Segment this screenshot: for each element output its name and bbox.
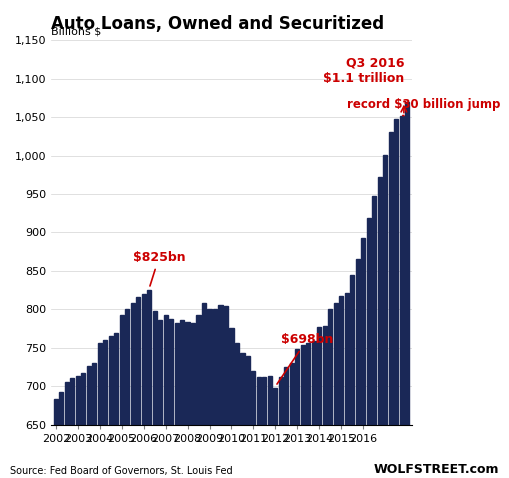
Bar	[76, 376, 80, 478]
Text: Billions $: Billions $	[51, 26, 102, 36]
Bar	[213, 309, 217, 478]
Bar	[268, 376, 272, 478]
Bar	[251, 371, 256, 478]
Bar	[312, 341, 316, 478]
Bar	[356, 259, 360, 478]
Bar	[306, 343, 310, 478]
Bar	[65, 382, 69, 478]
Text: $825bn: $825bn	[133, 251, 185, 286]
Text: $698bn: $698bn	[277, 333, 333, 384]
Bar	[295, 349, 299, 478]
Bar	[383, 155, 387, 478]
Bar	[103, 340, 107, 478]
Bar	[120, 315, 124, 478]
Bar	[262, 377, 267, 478]
Bar	[246, 357, 250, 478]
Text: WOLFSTREET.com: WOLFSTREET.com	[373, 463, 499, 476]
Text: Source: Fed Board of Governors, St. Louis Fed: Source: Fed Board of Governors, St. Loui…	[10, 466, 233, 476]
Bar	[361, 238, 365, 478]
Bar	[394, 119, 398, 478]
Bar	[114, 333, 118, 478]
Bar	[235, 343, 239, 478]
Bar	[240, 353, 244, 478]
Bar	[180, 320, 184, 478]
Bar	[378, 177, 382, 478]
Bar	[400, 116, 404, 478]
Bar	[142, 294, 146, 478]
Bar	[389, 132, 393, 478]
Bar	[366, 218, 371, 478]
Bar	[92, 363, 96, 478]
Bar	[224, 305, 228, 478]
Bar	[405, 102, 409, 478]
Bar	[317, 327, 321, 478]
Bar	[53, 400, 58, 478]
Bar	[70, 378, 74, 478]
Bar	[350, 275, 354, 478]
Bar	[372, 196, 376, 478]
Bar	[202, 303, 206, 478]
Bar	[175, 323, 179, 478]
Bar	[196, 315, 201, 478]
Bar	[191, 323, 195, 478]
Bar	[81, 372, 86, 478]
Bar	[345, 293, 349, 478]
Bar	[153, 311, 157, 478]
Bar	[59, 392, 63, 478]
Bar	[301, 345, 305, 478]
Bar	[185, 322, 189, 478]
Bar	[334, 303, 338, 478]
Bar	[108, 336, 112, 478]
Bar	[218, 305, 222, 478]
Bar	[131, 303, 135, 478]
Bar	[158, 320, 162, 478]
Bar	[339, 295, 344, 478]
Bar	[147, 290, 151, 478]
Bar	[279, 377, 283, 478]
Text: record $30 billion jump: record $30 billion jump	[347, 98, 500, 111]
Bar	[328, 309, 332, 478]
Text: Auto Loans, Owned and Securitized: Auto Loans, Owned and Securitized	[51, 15, 384, 33]
Bar	[257, 377, 261, 478]
Bar	[136, 297, 140, 478]
Bar	[285, 367, 289, 478]
Bar	[290, 362, 294, 478]
Text: Q3 2016
$1.1 trillion: Q3 2016 $1.1 trillion	[323, 57, 405, 85]
Bar	[98, 343, 102, 478]
Bar	[323, 326, 327, 478]
Bar	[163, 315, 167, 478]
Bar	[230, 328, 234, 478]
Bar	[87, 366, 91, 478]
Bar	[169, 319, 173, 478]
Bar	[273, 388, 277, 478]
Bar	[208, 309, 212, 478]
Bar	[125, 309, 129, 478]
